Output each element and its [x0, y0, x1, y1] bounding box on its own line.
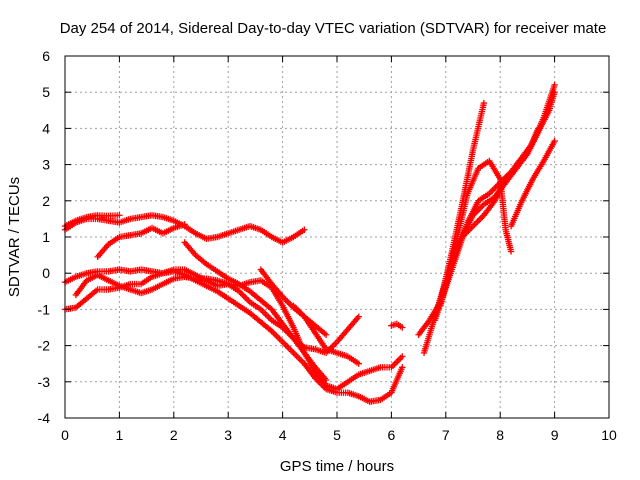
- series-track-11: [415, 99, 488, 338]
- data-point: [472, 219, 480, 227]
- data-point: [273, 332, 280, 339]
- data-point: [294, 354, 302, 361]
- data-point: [399, 364, 406, 371]
- data-point: [355, 360, 362, 367]
- x-tick-label: 8: [496, 427, 504, 443]
- data-point: [298, 357, 305, 364]
- data-series: [61, 81, 558, 405]
- data-point: [395, 356, 403, 363]
- data-point: [551, 81, 558, 89]
- series-track-10: [388, 320, 406, 331]
- grid: [65, 56, 609, 418]
- data-point: [322, 331, 330, 338]
- y-tick-label: 3: [42, 157, 50, 173]
- data-point: [477, 215, 484, 222]
- data-point: [181, 221, 188, 228]
- data-point: [288, 348, 296, 355]
- data-point: [284, 298, 291, 305]
- data-point: [355, 313, 362, 320]
- data-point: [330, 341, 338, 349]
- y-tick-label: -2: [38, 338, 51, 354]
- data-point: [389, 362, 397, 369]
- data-point: [274, 334, 282, 341]
- data-point: [291, 351, 299, 358]
- series-track-5: [61, 266, 406, 405]
- data-point: [322, 376, 330, 384]
- data-point: [277, 337, 285, 344]
- y-tick-label: -1: [38, 301, 51, 317]
- data-point: [287, 346, 294, 353]
- data-point: [271, 331, 279, 338]
- y-tick-label: -4: [38, 410, 51, 426]
- data-point: [243, 295, 251, 303]
- x-axis-title: GPS time / hours: [280, 458, 394, 475]
- x-tick-label: 9: [551, 427, 559, 443]
- y-tick-label: 0: [42, 265, 50, 281]
- series-track-15: [448, 125, 542, 259]
- data-point: [284, 343, 291, 350]
- x-tick-label: 1: [116, 427, 124, 443]
- y-tick-label: 6: [42, 48, 50, 64]
- data-point: [260, 309, 268, 316]
- y-tick-label: 4: [42, 120, 50, 136]
- data-point: [290, 349, 297, 357]
- data-point: [116, 212, 123, 219]
- x-tick-label: 0: [61, 427, 69, 443]
- data-point: [301, 226, 308, 233]
- data-point: [397, 354, 404, 362]
- y-tick-label: 1: [42, 229, 50, 245]
- x-tick-label: 6: [388, 427, 396, 443]
- y-tick-label: 2: [42, 193, 50, 209]
- x-tick-label: 10: [601, 427, 617, 443]
- data-point: [391, 361, 398, 368]
- data-point: [480, 99, 488, 107]
- axis-ticks: 0 1 2 3 4 5 6 7 8 9 10 -4 -3 -2 -1 0 1 2 3 4 5 6: [38, 48, 617, 443]
- data-point: [242, 294, 249, 301]
- series-track-9: [290, 302, 362, 367]
- data-point: [282, 341, 289, 349]
- data-point: [474, 218, 481, 225]
- x-tick-label: 3: [224, 427, 232, 443]
- data-point: [477, 204, 484, 211]
- data-point: [238, 291, 246, 298]
- series-track-7: [181, 239, 330, 384]
- data-point: [279, 338, 286, 346]
- series-track-16: [507, 137, 558, 230]
- data-point: [276, 335, 283, 343]
- x-tick-label: 4: [279, 427, 287, 443]
- data-point: [507, 248, 515, 255]
- series-track-2: [61, 212, 308, 246]
- data-point: [535, 125, 542, 132]
- data-point: [240, 292, 247, 300]
- data-point: [399, 353, 406, 360]
- x-tick-label: 2: [170, 427, 178, 443]
- data-point: [296, 355, 303, 363]
- data-point: [332, 340, 339, 347]
- data-point: [551, 89, 558, 96]
- data-point: [399, 324, 406, 331]
- chart-title: Day 254 of 2014, Sidereal Day-to-day VTE…: [60, 20, 607, 37]
- data-point: [394, 357, 401, 365]
- data-point: [293, 352, 300, 360]
- data-point: [489, 187, 496, 194]
- data-point: [262, 310, 269, 318]
- data-point: [392, 359, 400, 366]
- y-tick-label: 5: [42, 84, 50, 100]
- series-track-6: [72, 271, 362, 357]
- x-tick-label: 5: [333, 427, 341, 443]
- data-point: [263, 312, 271, 319]
- y-axis-title: SDTVAR / TECUs: [6, 177, 23, 297]
- series-track-3: [94, 221, 188, 261]
- y-tick-label: -3: [38, 374, 51, 390]
- data-point: [551, 137, 558, 145]
- data-point: [265, 313, 272, 321]
- data-point: [476, 216, 483, 224]
- x-tick-label: 7: [442, 427, 450, 443]
